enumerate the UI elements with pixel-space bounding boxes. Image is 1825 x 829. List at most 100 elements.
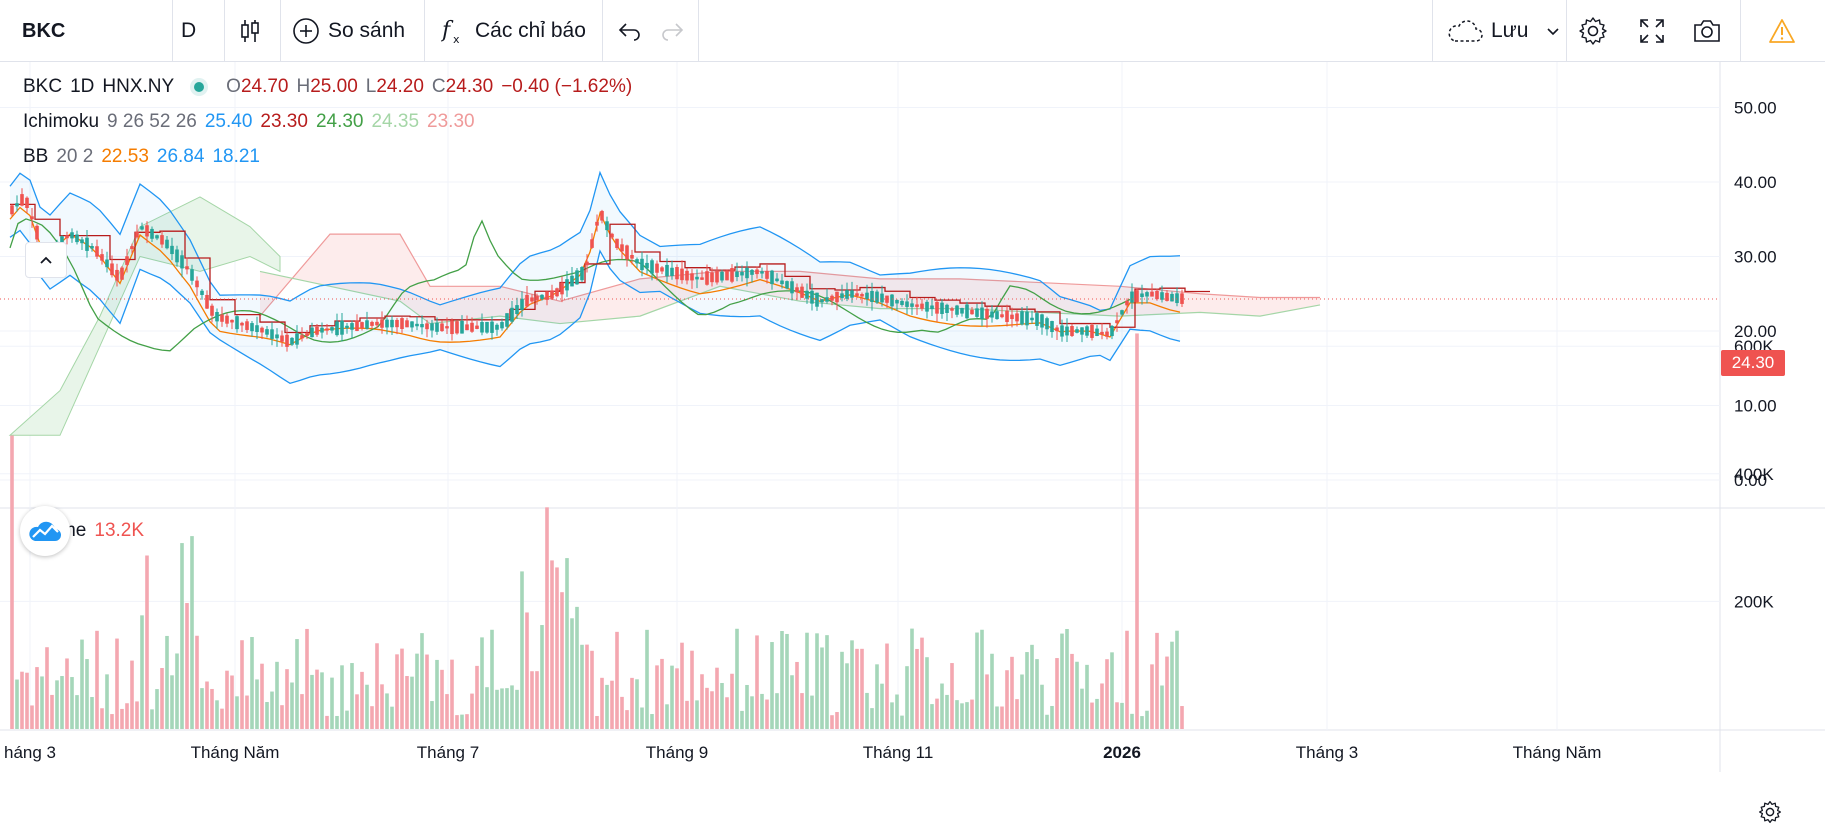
volume-bar: [1145, 710, 1149, 729]
volume-bar: [770, 642, 774, 729]
collapse-legend-button[interactable]: [25, 242, 67, 278]
volume-bar: [970, 699, 974, 729]
chart-canvas[interactable]: 50.0040.0030.0020.0010.000.00600K400K200…: [0, 62, 1825, 772]
ichimoku-name: Ichimoku: [23, 111, 100, 132]
volume-bar: [665, 704, 669, 729]
candle-body: [430, 323, 434, 331]
candle-body: [315, 326, 319, 335]
candle-body: [360, 322, 364, 329]
candle-body: [555, 288, 559, 297]
compare-button[interactable]: So sánh: [292, 0, 405, 62]
candle-body: [720, 271, 724, 281]
volume-bar: [1075, 661, 1079, 729]
candle-body: [195, 280, 199, 288]
volume-bar: [675, 668, 679, 729]
volume-bar: [210, 688, 214, 729]
volume-bar: [55, 680, 59, 729]
volume-bar: [895, 694, 899, 729]
time-axis-label: 2026: [1103, 743, 1141, 762]
volume-bar: [620, 696, 624, 729]
volume-bar: [540, 625, 544, 729]
candle-body: [1130, 291, 1134, 303]
main-series-legend: BKC 1D HNX.NY O 24.70 H 25.00 L 24.20 C 24.3…: [23, 76, 640, 98]
volume-bar: [625, 710, 629, 729]
fullscreen-button[interactable]: [1638, 0, 1666, 62]
data-warning-button[interactable]: [1768, 0, 1796, 62]
bb-legend[interactable]: BB 20 2 22.53 26.84 18.21: [23, 146, 268, 168]
price-axis-label: 30.00: [1734, 248, 1777, 267]
toolbar-divider: [1432, 0, 1433, 62]
volume-bar: [130, 660, 134, 729]
candle-body: [185, 266, 189, 270]
volume-bar: [1025, 652, 1029, 729]
candle-body: [120, 267, 124, 280]
candle-body: [765, 270, 769, 279]
redo-button[interactable]: [660, 0, 686, 62]
candle-body: [800, 286, 804, 298]
settings-button[interactable]: [1578, 0, 1608, 62]
volume-bar: [535, 671, 539, 729]
candle-body: [945, 304, 949, 313]
volume-bar: [870, 708, 874, 729]
time-axis-label: Tháng Năm: [1513, 743, 1602, 762]
candle-body: [600, 210, 604, 221]
volume-bar: [830, 715, 834, 729]
candle-body: [135, 231, 139, 238]
candle-body: [740, 271, 744, 276]
volume-bar: [740, 710, 744, 729]
candle-body: [305, 333, 309, 336]
candle-body: [370, 321, 374, 326]
volume-bar: [40, 676, 44, 729]
candle-body: [620, 244, 624, 252]
volume-bar: [790, 675, 794, 729]
candle-body: [755, 269, 759, 275]
volume-bar: [1175, 630, 1179, 729]
symbol-search-button[interactable]: BKC: [22, 0, 65, 62]
time-axis-settings-button[interactable]: [1758, 800, 1782, 829]
ichimoku-legend[interactable]: Ichimoku 9 26 52 26 25.40 23.30 24.30 24…: [23, 111, 483, 133]
volume-bar: [670, 665, 674, 729]
candle-body: [310, 327, 314, 338]
undo-icon: [618, 23, 640, 41]
candle-body: [245, 321, 249, 330]
candle-body: [1115, 320, 1119, 324]
candle-body: [490, 321, 494, 333]
candle-body: [725, 270, 729, 281]
volume-bar: [465, 714, 469, 729]
volume-bar: [635, 679, 639, 729]
volume-bar: [325, 715, 329, 729]
candle-body: [960, 307, 964, 314]
volume-bar: [655, 665, 659, 729]
candle-body: [990, 311, 994, 318]
chart-type-button[interactable]: [236, 0, 264, 62]
snapshot-button[interactable]: [1692, 0, 1722, 62]
candle-body: [880, 293, 884, 303]
save-layout-button[interactable]: Lưu: [1445, 0, 1560, 62]
volume-bar: [990, 653, 994, 729]
volume-bar: [800, 693, 804, 729]
undo-button[interactable]: [616, 0, 642, 62]
toolbar-divider: [172, 0, 173, 62]
volume-bar: [250, 637, 254, 729]
volume-bar: [310, 674, 314, 729]
candle-body: [140, 226, 144, 230]
candle-body: [295, 333, 299, 345]
volume-bar: [355, 694, 359, 729]
volume-bar: [195, 635, 199, 729]
chart-area[interactable]: 50.00 40.00 30.00 20.00 10.00 0.00 600K 400K 200…: [0, 62, 1825, 824]
candle-body: [1015, 313, 1019, 322]
candle-body: [585, 261, 589, 266]
ichimoku-span-b-value: 23.30: [427, 111, 475, 132]
tradingview-logo-button[interactable]: [20, 506, 70, 556]
interval-button[interactable]: D: [181, 0, 196, 62]
volume-bar: [1095, 698, 1099, 729]
volume-bar: [200, 688, 204, 729]
candle-body: [710, 272, 714, 283]
candle-body: [1065, 326, 1069, 336]
candle-body: [560, 282, 564, 295]
volume-bar: [320, 672, 324, 729]
gear-icon: [1758, 800, 1782, 824]
volume-bar: [585, 644, 589, 729]
